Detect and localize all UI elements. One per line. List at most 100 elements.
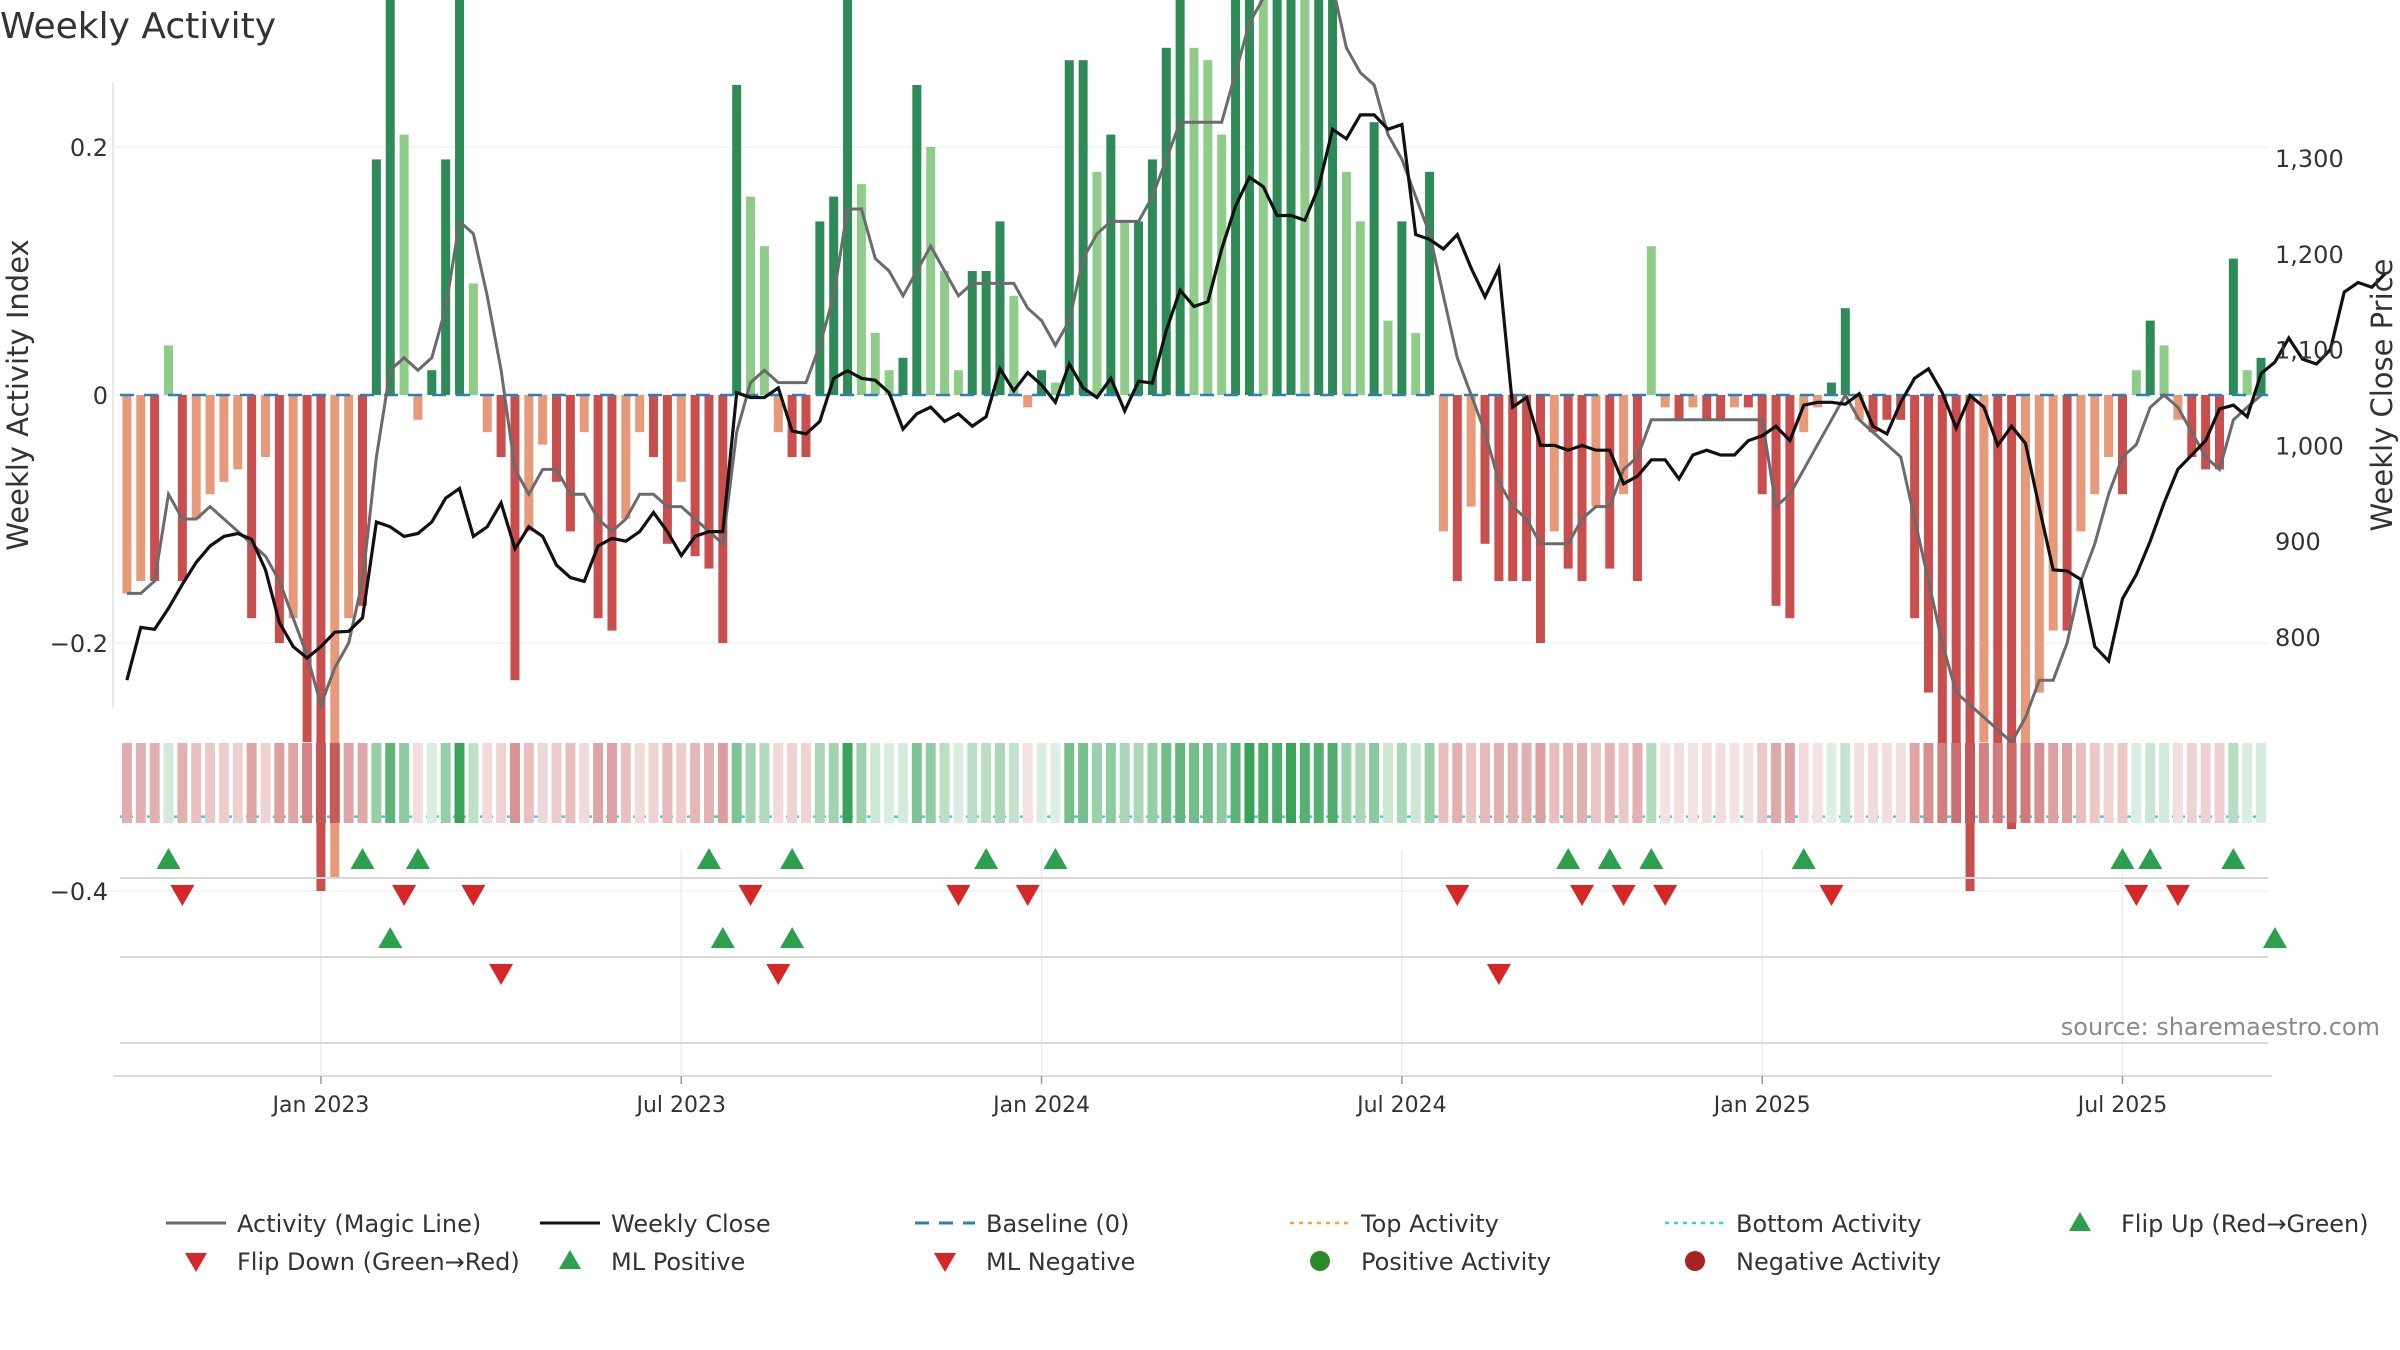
activity-bar — [1840, 308, 1850, 395]
flip-up-marker — [156, 848, 181, 869]
activity-bar — [815, 221, 825, 395]
activity-bar — [995, 221, 1005, 395]
heat-cell — [745, 743, 756, 823]
ml-negative-marker — [489, 964, 514, 985]
activity-bar — [1120, 221, 1130, 395]
activity-bar — [1078, 60, 1088, 395]
activity-bar — [510, 395, 520, 681]
heat-cell — [343, 743, 354, 823]
heat-cell — [1826, 743, 1837, 823]
heat-cell — [717, 743, 728, 823]
heat-cell — [1299, 743, 1310, 823]
activity-bar — [1203, 60, 1213, 395]
legend-label: Baseline (0) — [986, 1210, 1129, 1238]
activity-bar — [427, 370, 437, 395]
activity-bar — [496, 395, 506, 457]
activity-bar — [1272, 0, 1282, 395]
heat-cell — [2103, 743, 2114, 823]
heat-cell — [2075, 743, 2086, 823]
legend-label: Top Activity — [1360, 1210, 1499, 1238]
heat-cell — [1452, 743, 1463, 823]
activity-bar — [1189, 47, 1199, 396]
activity-bar — [1757, 395, 1767, 495]
activity-bar — [953, 370, 963, 395]
heat-cell — [1895, 743, 1906, 823]
activity-bar — [1854, 395, 1864, 420]
activity-bar — [1535, 395, 1545, 643]
activity-bar — [746, 196, 756, 395]
activity-bar — [1937, 395, 1947, 755]
y-axis-label: Weekly Activity Index — [1, 239, 35, 550]
heat-cell — [773, 743, 784, 823]
heat-cell — [1798, 743, 1809, 823]
activity-bar — [704, 395, 714, 569]
legend-item: Bottom Activity — [1665, 1210, 1921, 1238]
flip-down-marker — [738, 885, 763, 906]
legend-swatch — [934, 1253, 956, 1272]
activity-bar — [1508, 395, 1518, 581]
heat-cell — [2020, 743, 2031, 823]
activity-bar — [2242, 370, 2252, 395]
activity-bar — [981, 271, 991, 395]
legend-item: Positive Activity — [1310, 1248, 1551, 1276]
heat-cell — [1369, 743, 1380, 823]
chart-legend: Activity (Magic Line) Weekly Close Baselin… — [166, 1210, 2369, 1276]
activity-bar — [607, 395, 617, 631]
heat-cell — [2006, 743, 2017, 823]
activity-bar — [1716, 395, 1726, 420]
y2-tick-label: 1,200 — [2275, 241, 2344, 269]
flip-marker-rows — [120, 848, 2287, 1044]
heat-cell — [1757, 743, 1768, 823]
activity-bar — [2214, 395, 2225, 470]
flip-down-marker — [461, 885, 486, 906]
activity-bar — [1147, 159, 1157, 395]
heat-cell — [1244, 743, 1255, 823]
heat-cell — [1230, 743, 1241, 823]
y2-tick-label: 1,300 — [2275, 145, 2344, 173]
weekly-close-line — [125, 113, 2387, 681]
activity-bar — [2228, 258, 2238, 395]
heat-cell — [1313, 743, 1324, 823]
ml-positive-marker — [2262, 927, 2287, 948]
activity-bar — [759, 246, 769, 395]
heat-cell — [205, 743, 216, 823]
activity-bar — [1660, 395, 1670, 408]
heat-cell — [1535, 743, 1546, 823]
activity-bar — [274, 395, 284, 643]
heat-cell — [1632, 743, 1643, 823]
activity-bar — [1799, 395, 1809, 433]
heat-cell — [593, 743, 604, 823]
heat-cell — [1771, 743, 1782, 823]
activity-bar — [413, 395, 423, 420]
flip-up-marker — [1556, 848, 1581, 869]
heat-cell — [1008, 743, 1019, 823]
activity-bar — [468, 283, 478, 395]
flip-down-marker — [1611, 885, 1636, 906]
heat-cell — [1202, 743, 1213, 823]
activity-bar — [524, 395, 534, 532]
legend-label: Activity (Magic Line) — [237, 1210, 481, 1238]
x-tick-labels: Jan 2023 Jul 2023 Jan 2024 Jul 2024 Jan 2025… — [270, 1093, 2167, 1118]
y-tick-label: −0.2 — [50, 630, 108, 658]
activity-bar — [1355, 221, 1365, 395]
activity-bar — [1328, 0, 1338, 395]
heat-cell — [121, 743, 132, 823]
heat-cell — [163, 743, 174, 823]
legend-item: Activity (Magic Line) — [166, 1210, 481, 1238]
legend-swatch — [559, 1250, 581, 1269]
activity-bar — [2159, 345, 2169, 395]
heat-cell — [371, 743, 382, 823]
activity-bar — [177, 395, 187, 581]
legend-label: Negative Activity — [1736, 1248, 1941, 1276]
legend-item: ML Negative — [934, 1248, 1135, 1276]
activity-bar — [247, 395, 257, 619]
heat-cell — [731, 743, 742, 823]
activity-bar — [1826, 382, 1836, 395]
ml-negative-marker — [1486, 964, 1511, 985]
activity-bar — [1549, 395, 1559, 532]
activity-bar — [884, 370, 894, 395]
legend-swatch — [185, 1253, 207, 1272]
heat-cell — [1064, 743, 1075, 823]
legend-item: Weekly Close — [540, 1210, 771, 1238]
activity-bar — [344, 395, 354, 619]
